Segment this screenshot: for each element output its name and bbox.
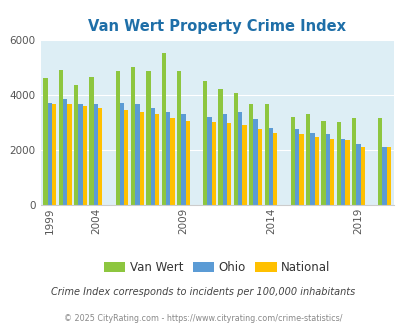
Bar: [161, 53, 166, 205]
Title: Van Wert Property Crime Index: Van Wert Property Crime Index: [88, 19, 345, 34]
Bar: [314, 137, 318, 205]
Bar: [202, 81, 207, 205]
Bar: [233, 93, 237, 205]
Bar: [253, 119, 257, 205]
Bar: [226, 123, 231, 205]
Bar: [181, 114, 185, 205]
Text: © 2025 CityRating.com - https://www.cityrating.com/crime-statistics/: © 2025 CityRating.com - https://www.city…: [64, 314, 341, 323]
Bar: [78, 104, 83, 205]
Bar: [47, 103, 52, 205]
Bar: [98, 108, 102, 205]
Bar: [268, 128, 273, 205]
Bar: [257, 129, 261, 205]
Bar: [218, 89, 222, 205]
Bar: [360, 147, 364, 205]
Bar: [305, 114, 309, 205]
Bar: [185, 121, 190, 205]
Bar: [59, 70, 63, 205]
Bar: [124, 110, 128, 205]
Bar: [130, 67, 135, 205]
Bar: [382, 147, 386, 205]
Bar: [290, 116, 294, 205]
Bar: [150, 108, 154, 205]
Bar: [340, 139, 344, 205]
Bar: [377, 118, 382, 205]
Bar: [237, 113, 242, 205]
Text: Crime Index corresponds to incidents per 100,000 inhabitants: Crime Index corresponds to incidents per…: [51, 287, 354, 297]
Bar: [386, 147, 390, 205]
Bar: [166, 113, 170, 205]
Bar: [52, 104, 56, 205]
Bar: [146, 71, 150, 205]
Bar: [242, 125, 246, 205]
Bar: [83, 106, 87, 205]
Bar: [211, 122, 215, 205]
Bar: [298, 135, 303, 205]
Bar: [294, 129, 298, 205]
Bar: [336, 122, 340, 205]
Bar: [222, 114, 226, 205]
Bar: [67, 104, 71, 205]
Bar: [309, 133, 314, 205]
Bar: [115, 71, 119, 205]
Legend: Van Wert, Ohio, National: Van Wert, Ohio, National: [99, 257, 335, 279]
Bar: [249, 104, 253, 205]
Bar: [329, 139, 333, 205]
Bar: [154, 114, 159, 205]
Bar: [63, 99, 67, 205]
Bar: [43, 78, 47, 205]
Bar: [325, 135, 329, 205]
Bar: [74, 85, 78, 205]
Bar: [351, 118, 356, 205]
Bar: [177, 71, 181, 205]
Bar: [139, 113, 143, 205]
Bar: [89, 77, 94, 205]
Bar: [119, 103, 124, 205]
Bar: [356, 144, 360, 205]
Bar: [207, 116, 211, 205]
Bar: [135, 104, 139, 205]
Bar: [273, 133, 277, 205]
Bar: [344, 140, 349, 205]
Bar: [94, 104, 98, 205]
Bar: [170, 118, 174, 205]
Bar: [264, 104, 268, 205]
Bar: [320, 121, 325, 205]
